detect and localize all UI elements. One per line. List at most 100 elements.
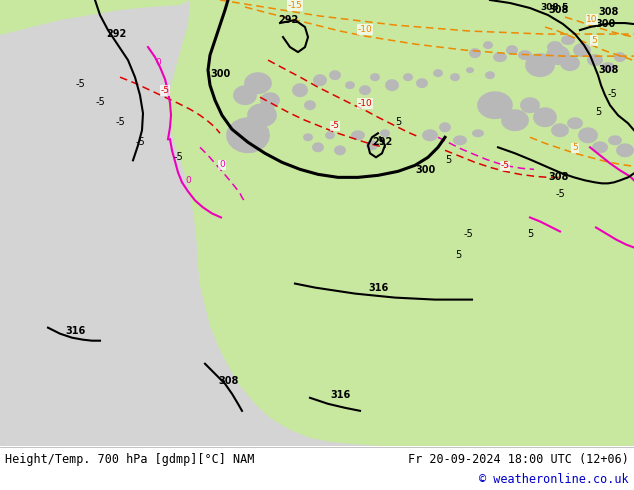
Text: -5: -5 [135, 137, 145, 147]
Text: 0: 0 [219, 160, 225, 170]
Polygon shape [560, 55, 580, 71]
Text: -5: -5 [173, 152, 183, 162]
Polygon shape [592, 141, 608, 153]
Text: -10: -10 [358, 99, 372, 108]
Polygon shape [483, 41, 493, 49]
Text: -15: -15 [288, 1, 302, 10]
Text: 308: 308 [548, 5, 568, 15]
Text: 5: 5 [595, 107, 601, 117]
Polygon shape [608, 135, 622, 145]
Polygon shape [345, 81, 355, 89]
Polygon shape [578, 127, 598, 143]
Polygon shape [616, 143, 634, 157]
Polygon shape [520, 97, 540, 113]
Text: 292: 292 [372, 137, 392, 147]
Polygon shape [303, 133, 313, 141]
Text: -5: -5 [500, 161, 510, 171]
Text: 0: 0 [185, 176, 191, 185]
Polygon shape [493, 52, 507, 62]
Polygon shape [506, 45, 518, 55]
Polygon shape [485, 71, 495, 79]
Text: 308: 308 [598, 7, 618, 17]
Polygon shape [370, 73, 380, 81]
Polygon shape [340, 404, 368, 424]
Text: -5: -5 [555, 190, 565, 199]
Polygon shape [329, 70, 341, 80]
Polygon shape [416, 78, 428, 88]
Polygon shape [247, 103, 277, 127]
Text: -5: -5 [75, 79, 85, 89]
Polygon shape [0, 0, 190, 35]
Text: 5: 5 [527, 229, 533, 240]
Text: 308.5: 308.5 [540, 3, 568, 12]
Polygon shape [472, 129, 484, 137]
Polygon shape [453, 135, 467, 145]
Polygon shape [313, 74, 327, 86]
Text: 308: 308 [548, 172, 568, 182]
Polygon shape [312, 142, 324, 152]
Polygon shape [525, 53, 555, 77]
Text: 316: 316 [368, 283, 388, 293]
Polygon shape [518, 50, 532, 60]
Polygon shape [325, 131, 335, 139]
Polygon shape [601, 62, 615, 72]
Text: 300: 300 [595, 19, 615, 29]
Text: -5: -5 [160, 86, 169, 95]
Polygon shape [551, 123, 569, 137]
Text: -5: -5 [115, 117, 125, 127]
Polygon shape [0, 55, 190, 446]
Text: -5: -5 [95, 97, 105, 107]
Polygon shape [469, 48, 481, 58]
Polygon shape [466, 67, 474, 73]
Text: -5: -5 [607, 89, 617, 99]
Polygon shape [226, 117, 270, 153]
Text: 308: 308 [218, 376, 238, 386]
Text: 5: 5 [572, 143, 578, 152]
Polygon shape [546, 45, 570, 65]
Text: 316: 316 [330, 390, 350, 400]
Polygon shape [587, 54, 603, 66]
Polygon shape [533, 107, 557, 127]
Text: 292: 292 [106, 29, 126, 39]
Text: -5: -5 [330, 121, 339, 130]
Polygon shape [573, 43, 591, 57]
Polygon shape [334, 146, 346, 155]
Text: 0: 0 [155, 58, 161, 67]
Polygon shape [168, 0, 634, 446]
Polygon shape [561, 35, 575, 45]
Text: 5: 5 [445, 155, 451, 165]
Text: 308: 308 [598, 65, 618, 75]
Text: Height/Temp. 700 hPa [gdmp][°C] NAM: Height/Temp. 700 hPa [gdmp][°C] NAM [5, 453, 254, 466]
Polygon shape [351, 130, 365, 140]
Text: 300: 300 [415, 165, 436, 175]
Polygon shape [501, 109, 529, 131]
Polygon shape [439, 122, 451, 132]
Polygon shape [380, 129, 390, 137]
Text: 5: 5 [455, 249, 461, 260]
Polygon shape [233, 85, 257, 105]
Polygon shape [567, 117, 583, 129]
Polygon shape [304, 100, 316, 110]
Text: -10: -10 [358, 25, 372, 34]
Polygon shape [292, 83, 308, 97]
Polygon shape [244, 72, 272, 94]
Polygon shape [359, 85, 371, 95]
Polygon shape [260, 92, 280, 108]
Polygon shape [403, 73, 413, 81]
Text: 316: 316 [65, 326, 85, 336]
Text: 10: 10 [586, 15, 598, 24]
Polygon shape [450, 73, 460, 81]
Polygon shape [422, 129, 438, 141]
Text: 5: 5 [591, 36, 597, 45]
Text: 5: 5 [395, 117, 401, 127]
Polygon shape [614, 52, 626, 62]
Polygon shape [477, 91, 513, 119]
Polygon shape [433, 69, 443, 77]
Polygon shape [385, 79, 399, 91]
Text: 300: 300 [210, 69, 230, 79]
Polygon shape [547, 41, 563, 53]
Text: -5: -5 [463, 229, 473, 240]
Polygon shape [0, 0, 80, 25]
Polygon shape [366, 140, 378, 150]
Text: © weatheronline.co.uk: © weatheronline.co.uk [479, 473, 629, 487]
